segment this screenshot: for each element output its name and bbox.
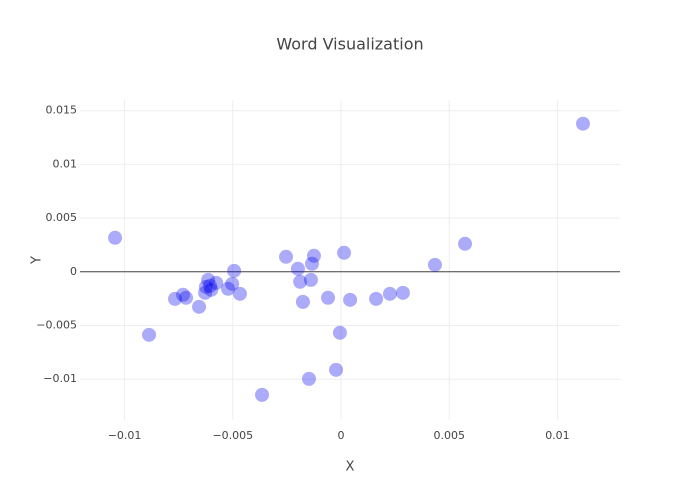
- point: [301, 371, 316, 386]
- point: [427, 257, 442, 272]
- point: [295, 294, 310, 309]
- point: [290, 261, 305, 276]
- point: [303, 272, 318, 287]
- point: [198, 285, 213, 300]
- y-axis-title: Y: [30, 256, 45, 265]
- point: [198, 279, 213, 294]
- point: [382, 286, 397, 301]
- point: [142, 327, 157, 342]
- x-tick-label: −0.005: [212, 429, 253, 442]
- point: [332, 325, 347, 340]
- point: [395, 285, 410, 300]
- point: [369, 291, 384, 306]
- y-tick-label: 0.01: [53, 157, 78, 170]
- point: [203, 278, 218, 293]
- point: [225, 276, 240, 291]
- point: [458, 236, 473, 251]
- y-tick-label: 0.005: [46, 211, 78, 224]
- point: [179, 290, 194, 305]
- point: [232, 286, 247, 301]
- y-tick-label: 0.015: [46, 104, 78, 117]
- point: [255, 387, 270, 402]
- point: [201, 272, 216, 287]
- point: [343, 292, 358, 307]
- y-tick-label: −0.01: [43, 372, 77, 385]
- point: [337, 245, 352, 260]
- x-tick-label: 0.005: [433, 429, 465, 442]
- point: [306, 248, 321, 263]
- point: [108, 230, 123, 245]
- point: [329, 362, 344, 377]
- y-tick-label: −0.005: [36, 319, 77, 332]
- point: [575, 116, 590, 131]
- point: [321, 290, 336, 305]
- x-tick-label: 0.01: [545, 429, 570, 442]
- point: [204, 282, 219, 297]
- point: [227, 263, 242, 278]
- x-axis-title: X: [346, 460, 355, 475]
- point: [168, 291, 183, 306]
- point: [192, 299, 207, 314]
- point: [221, 281, 236, 296]
- point: [176, 287, 191, 302]
- chart-title: Word Visualization: [276, 35, 423, 54]
- point: [293, 274, 308, 289]
- y-tick-label: 0: [70, 265, 77, 278]
- point: [209, 275, 224, 290]
- x-tick-label: −0.01: [108, 429, 142, 442]
- point: [279, 249, 294, 264]
- point: [305, 256, 320, 271]
- x-tick-label: 0: [338, 429, 345, 442]
